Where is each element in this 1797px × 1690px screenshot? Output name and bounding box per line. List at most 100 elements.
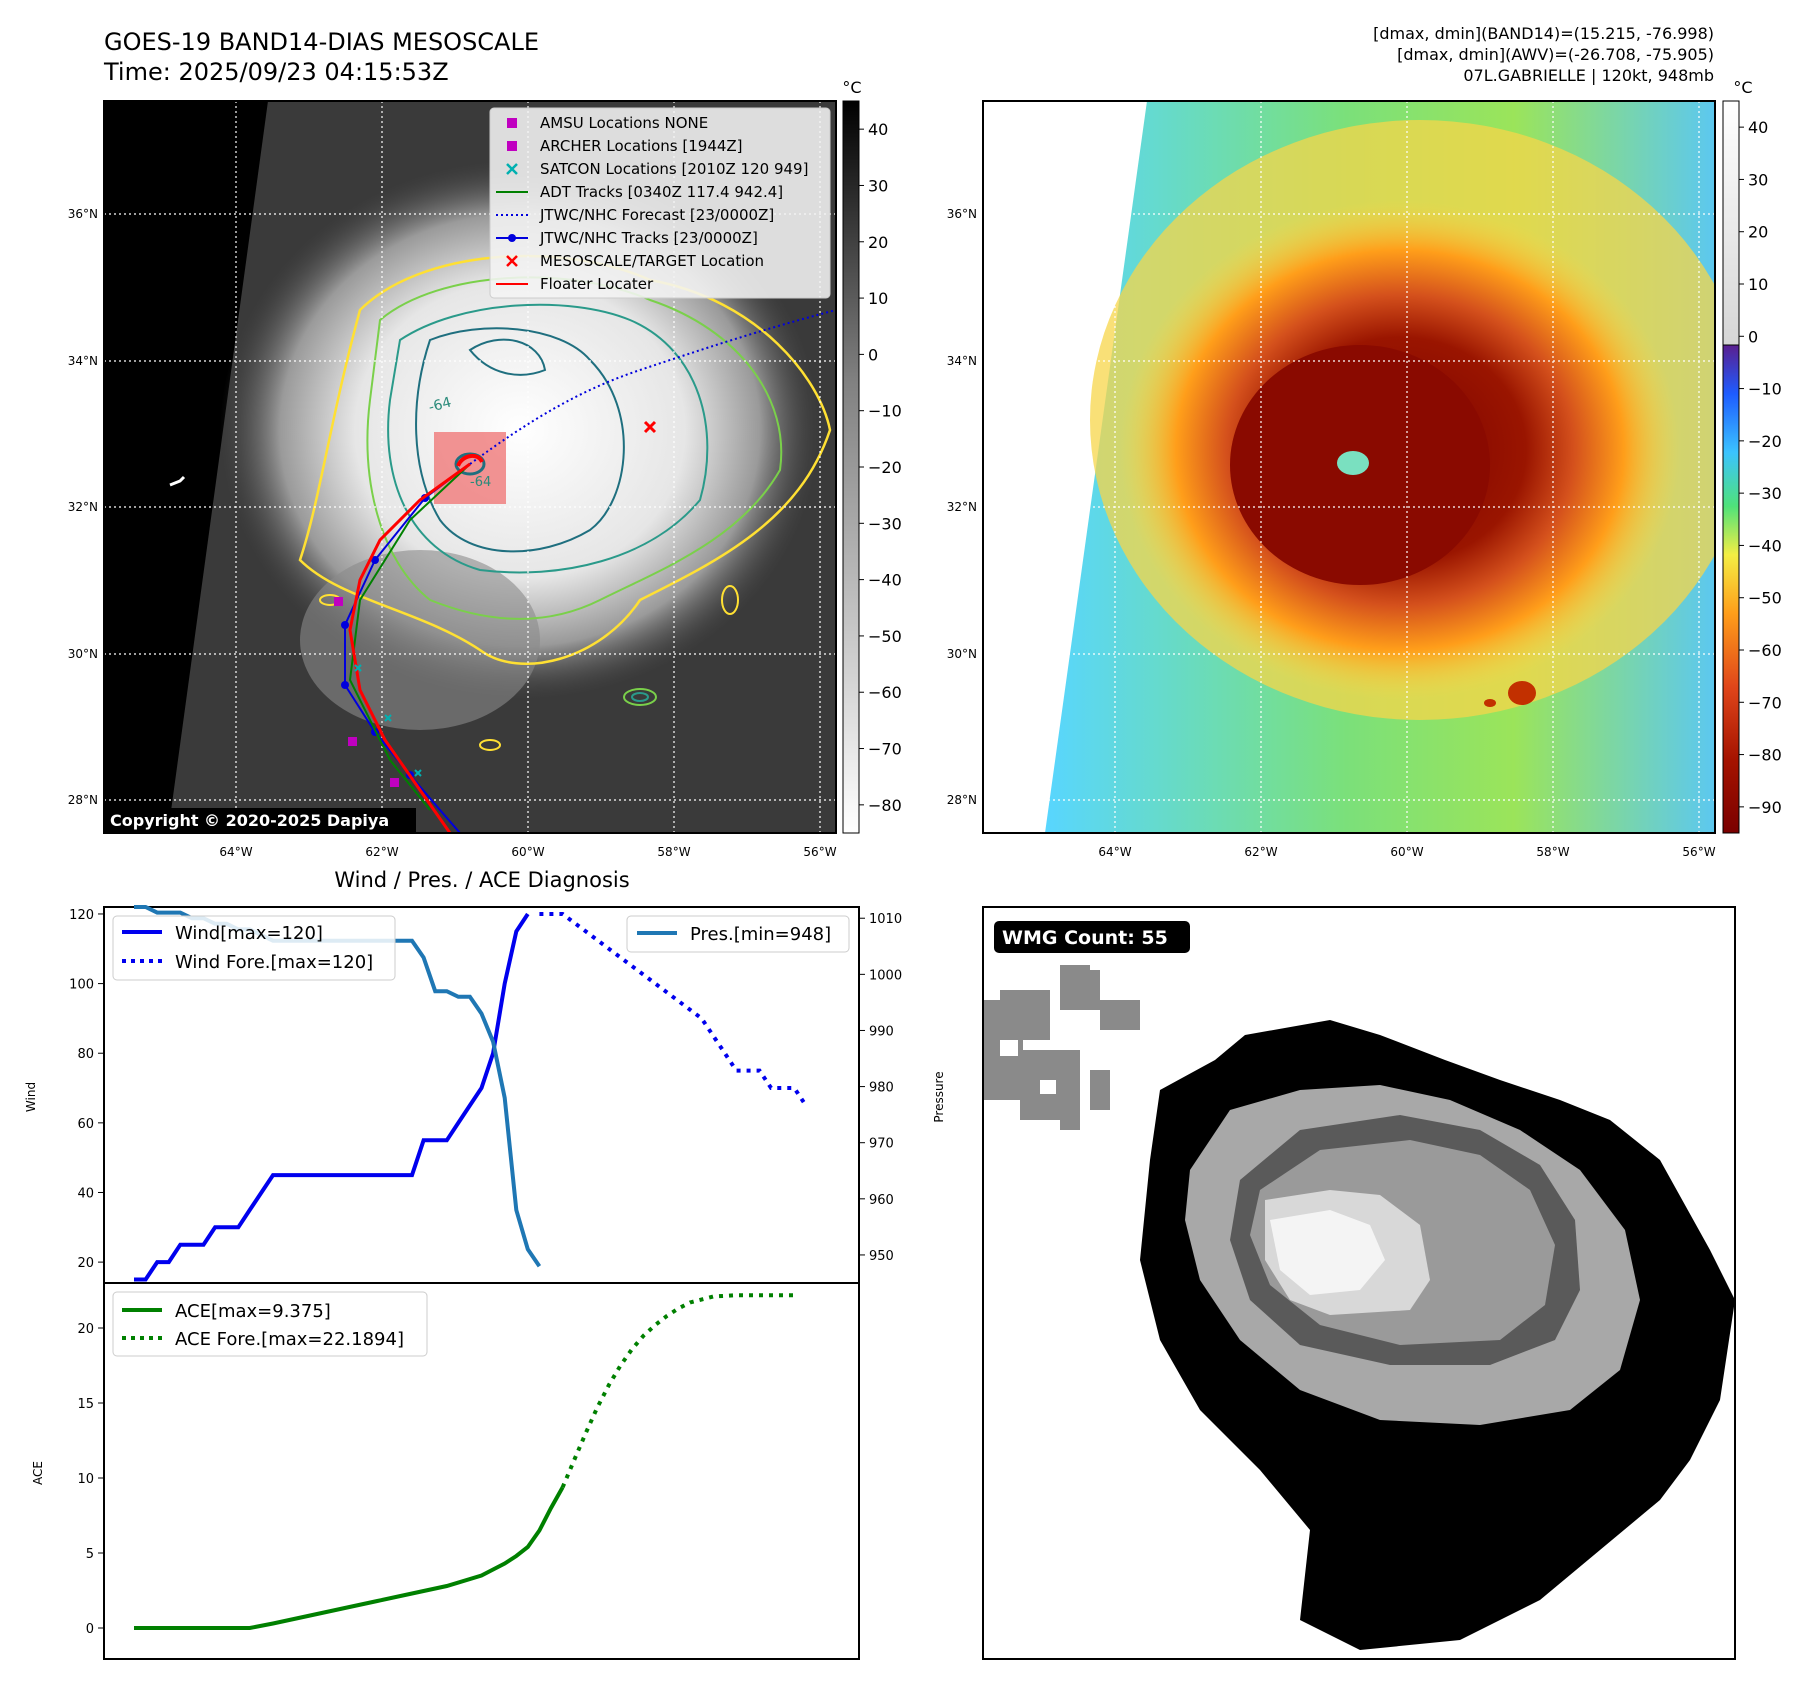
ace-legend-label: ACE[max=9.375] (175, 1301, 331, 1322)
ir-cell-1 (623, 688, 657, 706)
ir-colorbar-tick-label-5: −10 (868, 402, 902, 421)
jtwc-forecast-track (469, 309, 836, 465)
ir-colorbar (842, 100, 860, 834)
awv-colorbar (1722, 344, 1740, 834)
ace-ytick-label-0: 0 (86, 1622, 94, 1637)
copyright-text: Copyright © 2020-2025 Dapiya (110, 811, 389, 830)
pressure-legend-label: Pres.[min=948] (690, 924, 831, 945)
wmg-count-label: WMG Count: 55 (1002, 927, 1168, 949)
awv-lat-label-4: 28°N (947, 793, 977, 807)
ir-colorbar-tick-label-4: 0 (868, 345, 878, 364)
ace-fore-legend-label: ACE Fore.[max=22.1894] (175, 1329, 404, 1350)
ir-colorbar-unit: °C (842, 78, 861, 97)
pressure-ytick-label-3: 980 (869, 1081, 894, 1096)
wmg-frame (982, 906, 1736, 1660)
awv-lon-label-0: 64°W (1098, 845, 1131, 859)
awv-colorbar-tick-label-10: −60 (1748, 641, 1782, 660)
ir-colorbar-tick-label-9: −50 (868, 627, 902, 646)
wind-ytick-label-1: 40 (77, 1186, 94, 1201)
ir-no-data-region (104, 101, 268, 833)
pressure-ytick-label-6: 1010 (869, 912, 902, 927)
info-line-2: [dmax, dmin](AWV)=(-26.708, -75.905) (1397, 45, 1714, 64)
ir-lat-label-0: 36°N (68, 207, 98, 221)
wind-axis-label: Wind (24, 1082, 38, 1112)
ir-colorbar-tick-label-12: −80 (868, 796, 902, 815)
ir-cell-4 (479, 739, 501, 751)
ir-contour-teal-outer (387, 303, 709, 574)
contour-label-1: -64 (427, 394, 453, 415)
awv-colorbar-tick-label-8: −40 (1748, 536, 1782, 555)
legend-marker-6 (506, 255, 518, 267)
wmg-count-badge (994, 921, 1190, 953)
legend-marker-0 (507, 118, 517, 128)
mesoscale-target-marker (643, 420, 657, 434)
ace-plot-frame (103, 1282, 860, 1660)
floater-locater-track (348, 462, 471, 833)
pressure-axis-label: Pressure (932, 1071, 946, 1122)
wind-ytick-label-3: 80 (77, 1047, 94, 1062)
awv-eye (1337, 451, 1369, 475)
ace-chart: ACE 0 5 10 15 20 ACE[max=9.375] ACE Fore.[ma… (31, 1282, 860, 1660)
awv-colorbar-top (1722, 100, 1740, 346)
legend-marker-dot-5 (508, 234, 516, 242)
copyright-box (104, 808, 416, 833)
legend-label-5: JTWC/NHC Tracks [23/0000Z] (539, 229, 758, 247)
ir-lon-label-3: 58°W (657, 845, 690, 859)
ir-cell-2 (631, 692, 649, 702)
wind-legend-box (112, 915, 396, 981)
awv-map-panel: °C 403020100−10−20−30−40−50−60−70−80−90 … (947, 78, 1782, 859)
awv-colorbar-tick-label-7: −30 (1748, 484, 1782, 503)
wind-chart-series-1 (539, 912, 808, 1107)
floater-locater-eye (456, 453, 484, 467)
ir-lat-label-1: 34°N (68, 354, 98, 368)
ir-lon-label-4: 56°W (803, 845, 836, 859)
ir-lat-label-4: 28°N (68, 793, 98, 807)
ir-colorbar-tick-label-6: −20 (868, 458, 902, 477)
awv-colorbar-tick-label-13: −90 (1748, 798, 1782, 817)
wind-fore-legend-label: Wind Fore.[max=120] (175, 952, 373, 973)
awv-frame (982, 100, 1716, 834)
figure-title: GOES-19 BAND14-DIAS MESOSCALE (104, 28, 539, 56)
legend-label-4: JTWC/NHC Forecast [23/0000Z] (539, 206, 774, 224)
ir-lat-label-2: 32°N (68, 500, 98, 514)
awv-colorbar-tick-label-1: 30 (1748, 170, 1768, 189)
info-line-3: 07L.GABRIELLE | 120kt, 948mb (1463, 66, 1714, 85)
awv-gridlines (983, 101, 1715, 833)
awv-lat-label-2: 32°N (947, 500, 977, 514)
ace-ytick-label-2: 10 (77, 1472, 94, 1487)
pressure-ytick-label-2: 970 (869, 1137, 894, 1152)
legend-marker-2 (506, 163, 518, 175)
awv-lon-label-2: 60°W (1390, 845, 1423, 859)
wind-pressure-chart: Wind / Pres. / ACE Diagnosis Wind Pressu… (24, 868, 946, 1284)
adt-track (348, 463, 471, 811)
awv-cell-1 (1508, 681, 1536, 705)
awv-colorbar-tick-label-5: −10 (1748, 380, 1782, 399)
ir-contour-dark-core (468, 338, 547, 376)
awv-colorbar-tick-label-11: −70 (1748, 693, 1782, 712)
pressure-legend-box (626, 915, 850, 953)
awv-lon-label-1: 62°W (1244, 845, 1277, 859)
awv-colorbar-tick-label-12: −80 (1748, 746, 1782, 765)
awv-colorbar-tick-label-9: −50 (1748, 589, 1782, 608)
coastline-fragment (169, 475, 186, 487)
ace-ytick-label-4: 20 (77, 1322, 94, 1337)
ir-contour-teal-inner (415, 327, 625, 553)
legend-marker-1 (507, 141, 517, 151)
ir-colorbar-tick-label-7: −30 (868, 514, 902, 533)
ace-chart-series-0 (134, 1486, 565, 1630)
legend-label-0: AMSU Locations NONE (540, 114, 708, 132)
ace-chart-series-1 (560, 1293, 795, 1489)
ace-ytick-label-3: 15 (77, 1397, 94, 1412)
wind-ytick-label-4: 100 (69, 978, 94, 993)
awv-colorbar-tick-label-4: 0 (1748, 327, 1758, 346)
wmg-white-specks (1000, 1040, 1056, 1094)
figure-time: Time: 2025/09/23 04:15:53Z (103, 58, 449, 86)
awv-colorbar-unit: °C (1733, 78, 1752, 97)
awv-colorbar-tick-label-6: −20 (1748, 432, 1782, 451)
pressure-ytick-label-4: 990 (869, 1024, 894, 1039)
awv-colorbar-tick-label-3: 10 (1748, 275, 1768, 294)
ir-colorbar-tick-label-10: −60 (868, 683, 902, 702)
wind-ytick-label-0: 20 (77, 1256, 94, 1271)
wind-ytick-label-2: 60 (77, 1117, 94, 1132)
ir-cloud-band (300, 550, 540, 730)
